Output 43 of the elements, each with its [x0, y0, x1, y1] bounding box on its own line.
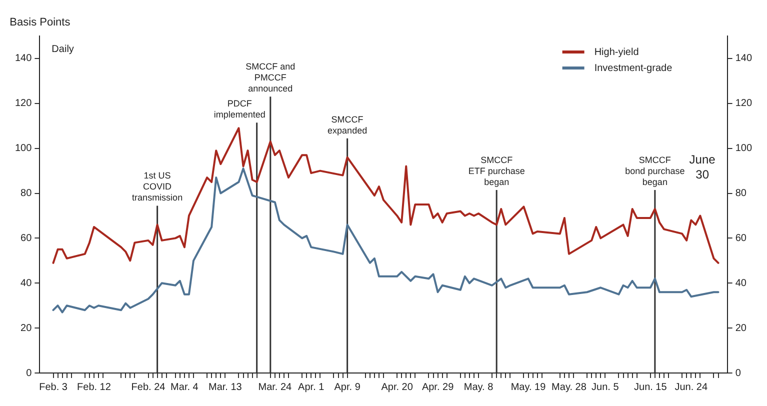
x-tick-label: May. 28: [552, 382, 587, 393]
ref-line-label: PDCF implemented: [214, 98, 266, 120]
x-tick-label: Mar. 13: [208, 382, 242, 393]
y2-tick-label: 20: [735, 322, 747, 334]
legend-label: Investment-grade: [594, 62, 673, 74]
x-tick-label: Apr. 29: [422, 382, 454, 393]
y2-tick-label: 100: [735, 143, 752, 154]
x-tick-label: Apr. 1: [298, 382, 325, 393]
ref-line-label: 1st US COVID transmission: [132, 170, 183, 203]
x-tick-label: Feb. 12: [77, 382, 112, 393]
x-tick-label: Mar. 24: [258, 382, 292, 393]
y2-tick-label: 80: [735, 188, 747, 200]
annotation: June 30: [689, 152, 716, 182]
ref-line-label: SMCCF ETF purchase began: [468, 154, 525, 187]
x-tick-label: May. 19: [510, 382, 546, 393]
x-tick-label: Jun. 24: [674, 382, 708, 393]
y2-tick-label: 120: [735, 98, 752, 110]
x-tick-label: Feb. 24: [131, 382, 166, 393]
x-tick-label: May. 8: [464, 382, 494, 393]
y-tick-label: 20: [20, 322, 32, 334]
ref-line-label: SMCCF and PMCCF announced: [246, 62, 296, 94]
y-tick-label: 140: [14, 53, 32, 64]
y-axis-title: Basis Points: [10, 16, 71, 29]
annotation: Daily: [52, 44, 74, 55]
x-tick-label: Apr. 20: [381, 382, 414, 393]
y-tick-label: 120: [14, 98, 32, 110]
x-tick-label: Jun. 15: [634, 382, 668, 393]
legend-label: High-yield: [594, 46, 639, 58]
y2-tick-label: 0: [735, 368, 742, 379]
y-tick-label: 0: [26, 368, 32, 379]
y-tick-label: 40: [20, 278, 32, 289]
y-tick-label: 60: [20, 232, 32, 244]
x-tick-label: Jun. 5: [592, 382, 620, 393]
x-tick-label: Feb. 3: [39, 382, 68, 393]
y2-tick-label: 140: [735, 53, 752, 64]
x-tick-label: Apr. 9: [334, 382, 361, 393]
ref-line-label: SMCCF bond purchase began: [625, 154, 685, 187]
y2-tick-label: 60: [735, 232, 747, 244]
y-tick-label: 80: [20, 188, 32, 200]
y-tick-label: 100: [14, 143, 32, 154]
y2-tick-label: 40: [735, 278, 747, 289]
x-tick-label: Mar. 4: [170, 382, 199, 393]
ref-line-label: SMCCF expanded: [328, 114, 368, 136]
